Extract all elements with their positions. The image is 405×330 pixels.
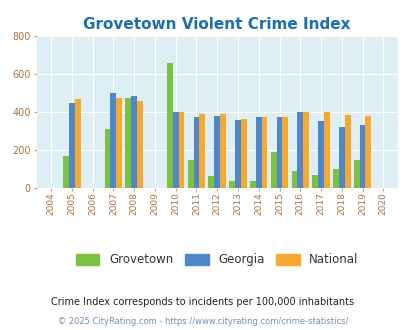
Bar bbox=[353, 160, 359, 188]
Bar bbox=[75, 99, 80, 188]
Bar bbox=[173, 112, 178, 188]
Text: © 2025 CityRating.com - https://www.cityrating.com/crime-statistics/: © 2025 CityRating.com - https://www.city… bbox=[58, 317, 347, 326]
Bar bbox=[234, 120, 240, 188]
Text: Crime Index corresponds to incidents per 100,000 inhabitants: Crime Index corresponds to incidents per… bbox=[51, 297, 354, 307]
Title: Grovetown Violent Crime Index: Grovetown Violent Crime Index bbox=[83, 17, 350, 32]
Bar bbox=[178, 112, 184, 188]
Bar bbox=[311, 175, 318, 188]
Bar bbox=[131, 96, 137, 188]
Bar bbox=[220, 114, 225, 188]
Bar bbox=[249, 182, 255, 188]
Bar bbox=[240, 119, 246, 188]
Bar bbox=[261, 117, 267, 188]
Bar bbox=[137, 101, 143, 188]
Bar bbox=[63, 156, 69, 188]
Bar bbox=[125, 98, 131, 188]
Bar bbox=[187, 160, 193, 188]
Bar bbox=[69, 103, 75, 188]
Bar bbox=[199, 114, 205, 188]
Bar bbox=[344, 115, 350, 188]
Bar bbox=[291, 171, 296, 188]
Bar bbox=[229, 182, 234, 188]
Bar bbox=[110, 93, 116, 188]
Bar bbox=[255, 117, 261, 188]
Bar bbox=[116, 98, 122, 188]
Bar bbox=[364, 116, 371, 188]
Bar bbox=[214, 116, 220, 188]
Bar bbox=[323, 112, 329, 188]
Bar bbox=[318, 121, 323, 188]
Bar bbox=[296, 112, 303, 188]
Bar bbox=[282, 117, 288, 188]
Bar bbox=[303, 112, 308, 188]
Bar bbox=[359, 124, 364, 188]
Bar bbox=[104, 129, 110, 188]
Bar bbox=[276, 117, 282, 188]
Legend: Grovetown, Georgia, National: Grovetown, Georgia, National bbox=[71, 248, 362, 271]
Bar bbox=[193, 117, 199, 188]
Bar bbox=[332, 169, 338, 188]
Bar bbox=[338, 127, 344, 188]
Bar bbox=[166, 63, 173, 188]
Bar bbox=[208, 176, 214, 188]
Bar bbox=[270, 152, 276, 188]
